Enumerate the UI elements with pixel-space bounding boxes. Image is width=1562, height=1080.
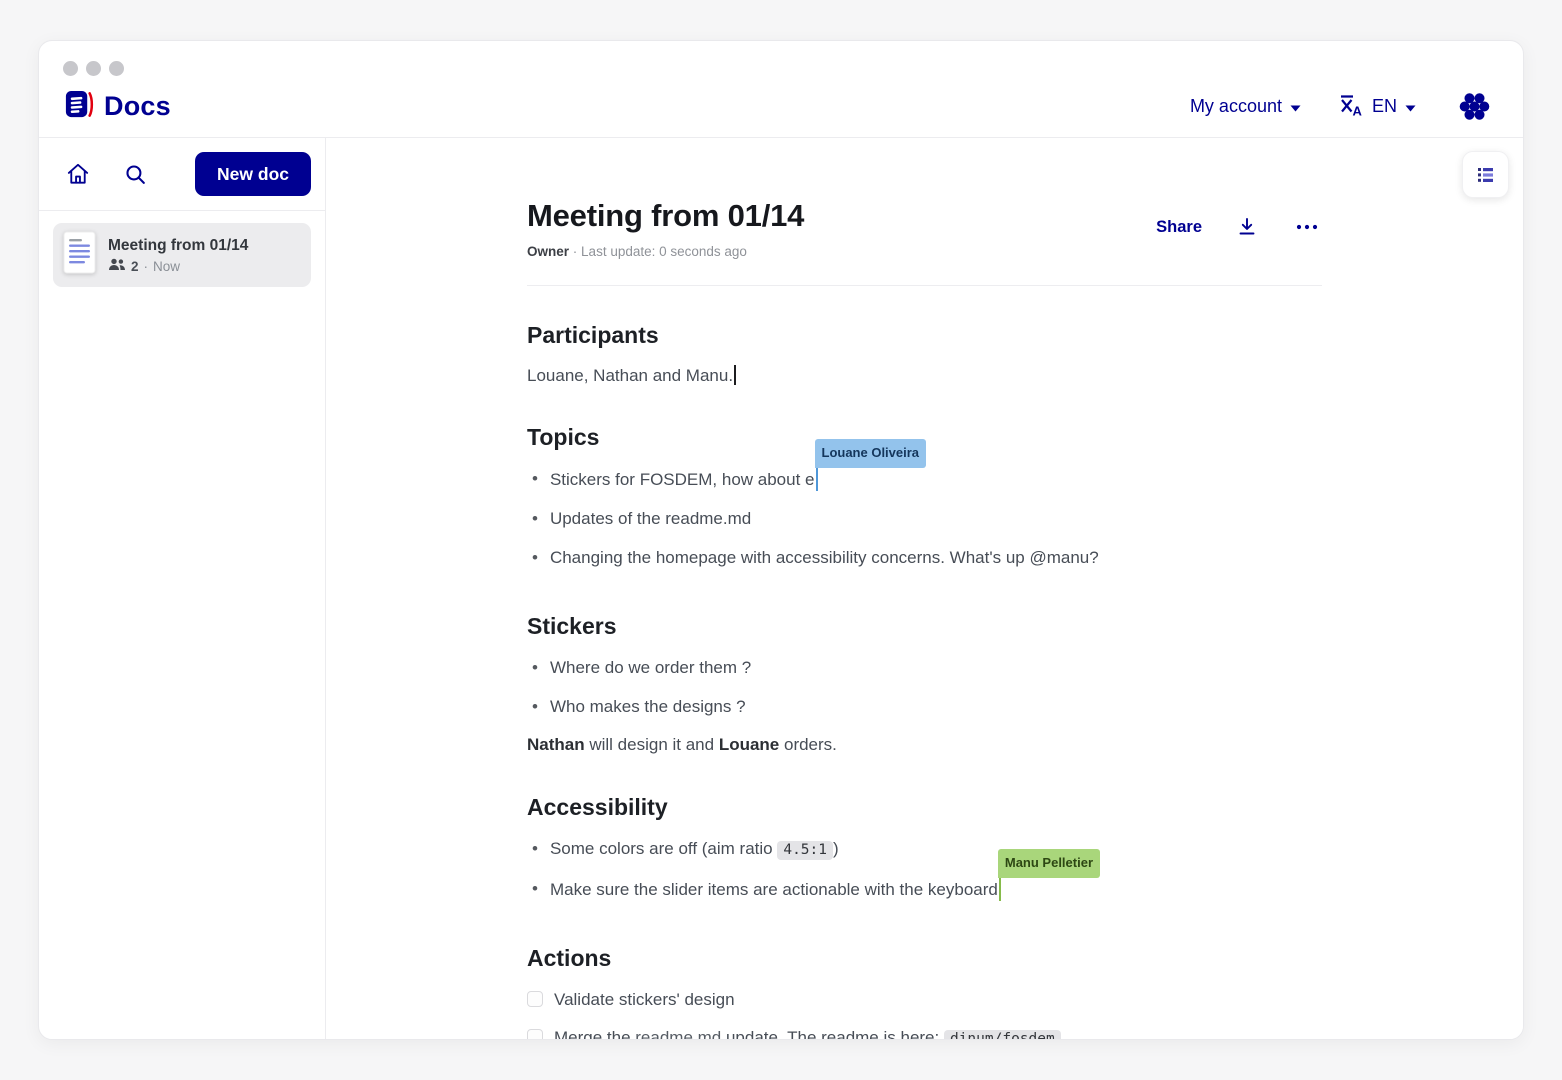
table-of-contents-button[interactable] xyxy=(1462,151,1509,198)
svg-text:A: A xyxy=(1352,103,1362,118)
doc-last-update: Last update: 0 seconds ago xyxy=(581,244,747,259)
new-doc-button[interactable]: New doc xyxy=(195,152,311,196)
list-item: Make sure the slider items are actionabl… xyxy=(527,848,1322,909)
task-checkbox[interactable] xyxy=(527,1028,543,1039)
doc-title: Meeting from 01/14 xyxy=(527,198,805,233)
separator: · xyxy=(572,244,578,259)
more-options-icon[interactable] xyxy=(1292,219,1322,235)
note-text: orders. xyxy=(779,735,837,754)
list-item: Some colors are off (aim ratio 4.5:1) xyxy=(527,829,1322,869)
accessibility-text: Make sure the slider items are actionabl… xyxy=(549,879,998,899)
inline-code: dinum/fosdem xyxy=(943,1029,1061,1039)
doc-members-count: 2 xyxy=(131,258,139,274)
text-cursor xyxy=(734,365,737,385)
task-list: Validate stickers' design Merge the read… xyxy=(527,980,1322,1039)
members-icon xyxy=(108,258,126,274)
document[interactable]: Meeting from 01/14 Owner · Last update: … xyxy=(527,198,1322,1039)
window-controls xyxy=(39,41,1523,76)
language-code: EN xyxy=(1371,96,1397,116)
section-heading-actions: Actions xyxy=(527,945,612,971)
participants-text: Louane, Nathan and Manu. xyxy=(527,363,1322,388)
app-window: Docs My account A EN xyxy=(38,40,1524,1040)
window-dot xyxy=(63,61,78,76)
list-item: Where do we order them ? xyxy=(527,648,1322,687)
accessibility-text: Some colors are off (aim ratio xyxy=(549,838,778,858)
sticker-text: Who makes the designs ? xyxy=(549,696,746,716)
my-account-menu[interactable]: My account xyxy=(1190,96,1301,117)
doc-list-item[interactable]: Meeting from 01/14 2 xyxy=(53,223,311,287)
collab-cursor-manu: Manu Pelletier xyxy=(997,848,1100,901)
separator: · xyxy=(143,258,149,274)
list-item: Who makes the designs ? xyxy=(527,687,1322,726)
list-item: Changing the homepage with accessibility… xyxy=(527,538,1322,577)
task-text: Validate stickers' design xyxy=(554,989,735,1009)
brand-name: Docs xyxy=(104,91,171,121)
collab-cursor-label: Louane Oliveira xyxy=(814,438,927,468)
sidebar: New doc Meeting xyxy=(39,138,326,1039)
section-heading-participants: Participants xyxy=(527,322,659,348)
list-item: Updates of the readme.md xyxy=(527,499,1322,538)
participants-names: Louane, Nathan and Manu. xyxy=(527,366,734,385)
stickers-list: Where do we order them ? Who makes the d… xyxy=(527,648,1322,726)
task-text: update. The readme is here: xyxy=(721,1027,944,1040)
divider xyxy=(527,285,1322,286)
share-button[interactable]: Share xyxy=(1156,217,1202,236)
doc-list: Meeting from 01/14 2 xyxy=(39,211,325,299)
sticker-text: Where do we order them ? xyxy=(549,657,752,677)
window-dot xyxy=(86,61,101,76)
accessibility-list: Some colors are off (aim ratio 4.5:1) Ma… xyxy=(527,829,1322,909)
collab-cursor-label: Manu Pelletier xyxy=(997,848,1100,878)
stickers-note: Nathan will design it and Louane orders. xyxy=(527,732,1322,758)
topic-text: Stickers for FOSDEM, how about e xyxy=(549,469,815,489)
doc-role: Owner xyxy=(527,244,570,259)
section-heading-stickers: Stickers xyxy=(527,613,617,639)
download-icon[interactable] xyxy=(1232,212,1262,242)
home-button[interactable] xyxy=(61,157,95,191)
window-dot xyxy=(109,61,124,76)
chevron-down-icon xyxy=(1405,96,1416,117)
my-account-label: My account xyxy=(1189,96,1282,116)
accessibility-text: ) xyxy=(833,838,839,858)
translate-icon: A xyxy=(1337,91,1364,123)
bold-name: Nathan xyxy=(527,735,585,754)
language-menu[interactable]: A EN xyxy=(1337,91,1416,123)
task-checkbox[interactable] xyxy=(527,990,543,1007)
topic-text: Updates of the readme.md xyxy=(549,508,752,528)
la-suite-apps-icon[interactable] xyxy=(1452,84,1497,129)
doc-item-title: Meeting from 01/14 xyxy=(108,237,249,254)
app-header: Docs My account A EN xyxy=(39,76,1523,138)
task-text: Merge the xyxy=(554,1027,636,1040)
docs-home-link[interactable]: Docs xyxy=(63,88,171,126)
section-heading-accessibility: Accessibility xyxy=(527,794,668,820)
doc-meta: Owner · Last update: 0 seconds ago xyxy=(527,244,804,259)
main-content: Meeting from 01/14 Owner · Last update: … xyxy=(326,138,1523,1039)
note-text: will design it and xyxy=(584,735,719,754)
topic-text: Changing the homepage with accessibility… xyxy=(549,547,1099,567)
readme-link[interactable]: readme.md xyxy=(635,1027,722,1040)
inline-code: 4.5:1 xyxy=(777,840,833,860)
section-heading-topics: Topics xyxy=(527,424,600,450)
document-icon xyxy=(63,231,96,279)
doc-updated: Now xyxy=(153,258,181,274)
collab-cursor-louane: Louane Oliveira xyxy=(814,438,927,491)
bold-name: Louane xyxy=(718,735,780,754)
chevron-down-icon xyxy=(1290,96,1301,117)
docs-logo-icon xyxy=(63,88,94,126)
task-item: Merge the readme.md update. The readme i… xyxy=(527,1018,1322,1039)
task-item: Validate stickers' design xyxy=(527,980,1322,1018)
search-button[interactable] xyxy=(119,158,152,191)
